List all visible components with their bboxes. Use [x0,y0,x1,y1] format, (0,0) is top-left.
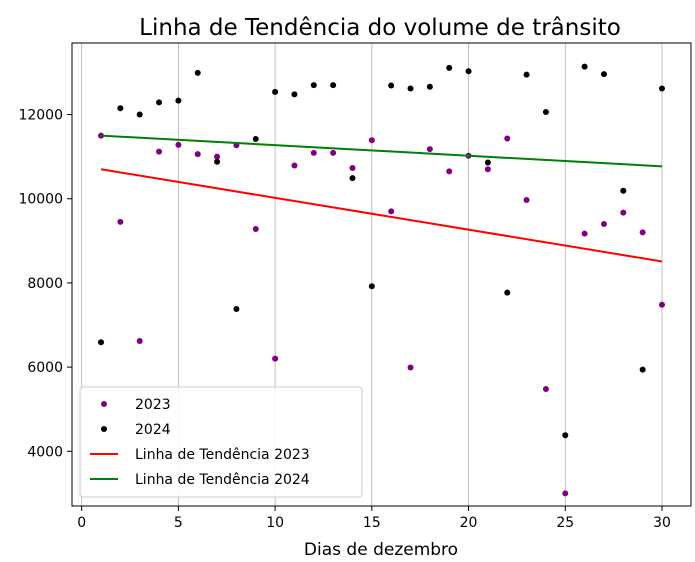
point-2024 [291,91,298,98]
point-2023 [291,162,298,169]
point-2024 [600,71,607,78]
y-axis: 4000 6000 8000 10000 12000 [18,108,72,460]
point-2023 [658,301,665,308]
point-2024 [214,158,221,165]
point-2023 [523,196,530,203]
point-2023 [214,153,221,160]
point-2023 [639,229,646,236]
legend-marker [101,401,107,407]
point-2024 [252,135,259,142]
trend-line-3 [100,134,663,168]
grid-lines [81,43,663,506]
point-2024 [446,64,453,71]
point-2024 [368,283,375,290]
plot-frame [71,42,692,507]
point-2024 [658,85,665,92]
point-2024 [136,111,143,118]
y-tick-label: 4000 [27,444,63,460]
point-2023 [175,141,182,148]
point-2024 [98,339,105,346]
point-2023 [136,338,143,345]
x-tick-label: 15 [363,515,381,531]
legend-label: 2024 [135,422,171,438]
point-2024 [349,175,356,182]
point-2023 [156,148,163,155]
x-tick-label: 30 [653,515,671,531]
point-2024 [194,69,201,76]
legend-box [79,386,363,498]
point-2024 [407,85,414,92]
point-2023 [542,385,549,392]
point-2024 [542,109,549,116]
point-2024 [156,99,163,106]
point-2024 [272,88,279,95]
point-2023 [484,166,491,173]
point-2024 [330,82,337,89]
point-2024 [523,71,530,78]
legend: 2023 2024 Linha de Tendência 2023 Linha de … [79,386,363,498]
point-2023 [349,165,356,172]
x-tick-label: 10 [266,515,284,531]
legend-marker [101,426,107,432]
x-axis-label: Dias de dezembro [304,540,458,558]
point-2024 [233,306,240,313]
x-tick-label: 25 [556,515,574,531]
point-2024 [465,68,472,75]
point-2024 [562,432,569,439]
point-2023 [504,135,511,142]
y-tick-label: 6000 [27,360,63,376]
y-tick-label: 8000 [27,276,63,292]
legend-label: 2023 [135,397,171,413]
point-2023 [581,230,588,237]
point-2024 [484,159,491,166]
point-2023 [252,226,259,233]
point-2023 [426,146,433,153]
point-2023 [117,218,124,225]
point-2023 [407,364,414,371]
x-tick-label: 20 [460,515,478,531]
x-tick-label: 0 [77,515,86,531]
data-marks [98,63,665,497]
point-2023 [330,149,337,156]
point-2024 [310,82,317,89]
point-2024 [175,97,182,104]
y-tick-label: 10000 [18,192,63,208]
point-2024 [581,63,588,70]
point-2024 [117,105,124,112]
point-2023 [368,137,375,144]
x-tick-label: 5 [174,515,183,531]
point-2023 [446,168,453,175]
point-2023 [388,208,395,215]
point-2023 [562,490,569,497]
point-2024 [620,187,627,194]
trend-line-2 [100,168,663,263]
point-2023 [194,151,201,158]
point-2023 [600,220,607,227]
point-2023 [272,355,279,362]
y-tick-label: 12000 [18,108,63,124]
point-2024 [426,83,433,90]
point-2023 [310,149,317,156]
point-2024 [388,82,395,89]
point-2024 [504,289,511,296]
x-axis: 0 5 10 15 20 25 30 [77,506,671,531]
point-2024 [639,366,646,373]
legend-label: Linha de Tendência 2024 [135,472,310,488]
chart-title: Linha de Tendência do volume de trânsito [139,15,621,41]
point-2023 [620,209,627,216]
legend-label: Linha de Tendência 2023 [135,447,310,463]
